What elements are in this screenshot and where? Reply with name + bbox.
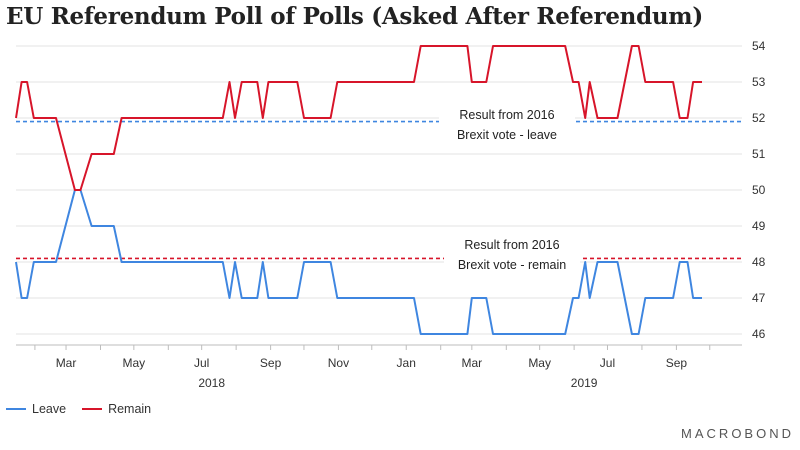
y-tick-label: 51: [752, 147, 766, 161]
x-tick-label: Nov: [328, 356, 349, 370]
x-tick-label: Mar: [461, 356, 482, 370]
legend-label-remain: Remain: [108, 402, 152, 416]
x-tick-label: Sep: [260, 356, 282, 370]
macrobond-logo: MACROBOND: [681, 426, 794, 441]
y-tick-label: 53: [752, 75, 766, 89]
annotation-text: Brexit vote - remain: [458, 258, 566, 272]
x-tick-label: Mar: [56, 356, 77, 370]
annotation-text: Result from 2016: [459, 108, 554, 122]
reference-annotations: Result from 2016 Brexit vote - leave Resul…: [439, 105, 580, 277]
chart-title: EU Referendum Poll of Polls (Asked After…: [6, 3, 703, 30]
x-tick-label: Jul: [600, 356, 615, 370]
series-line-leave: [15, 189, 702, 335]
x-tick-label: May: [528, 356, 551, 370]
legend-item-remain: Remain: [82, 402, 151, 416]
annotation-box: [444, 235, 580, 277]
x-tick-label: Sep: [666, 356, 688, 370]
x-year-label: 2018: [198, 376, 225, 390]
legend-swatch-remain: [82, 408, 103, 410]
chart-legend: Leave Remain: [6, 402, 151, 416]
legend-item-leave: Leave: [6, 402, 66, 416]
y-tick-label: 49: [752, 219, 766, 233]
series-line-remain: [15, 45, 702, 191]
y-tick-label: 54: [752, 39, 766, 53]
y-tick-label: 50: [752, 183, 766, 197]
annotation-text: Result from 2016: [464, 238, 559, 252]
annotation-box: [439, 105, 575, 147]
y-tick-label: 47: [752, 291, 766, 305]
y-tick-label: 48: [752, 255, 766, 269]
legend-swatch-leave: [6, 408, 26, 410]
series-lines: [15, 45, 702, 335]
reference-lines: [16, 120, 742, 260]
axis-ticks: 46 47 48 49 50 51 52 53 54 Mar May Jul Sep Nov Jan Mar M…: [16, 39, 766, 390]
x-tick-label: Jan: [397, 356, 416, 370]
legend-label-leave: Leave: [32, 402, 67, 416]
annotation-text: Brexit vote - leave: [457, 128, 557, 142]
x-tick-label: Jul: [194, 356, 209, 370]
y-tick-label: 46: [752, 327, 766, 341]
grid-lines: [16, 45, 742, 335]
x-year-label: 2019: [571, 376, 598, 390]
x-tick-label: May: [123, 356, 146, 370]
y-tick-label: 52: [752, 111, 766, 125]
